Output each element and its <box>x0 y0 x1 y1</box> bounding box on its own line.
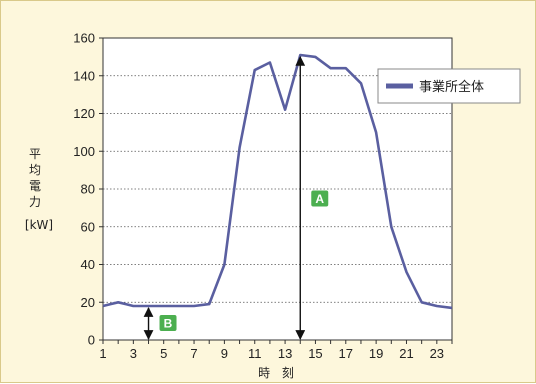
y-tick-label: 60 <box>81 219 95 234</box>
y-tick-label: 40 <box>81 257 95 272</box>
y-axis-label-char: 平 <box>29 147 41 161</box>
y-tick-label: 140 <box>73 68 95 83</box>
y-tick-label: 160 <box>73 31 95 46</box>
y-tick-label: 100 <box>73 144 95 159</box>
x-axis-label: 時 刻 <box>258 366 298 380</box>
annotation-badge-b <box>159 315 177 332</box>
x-tick-label: 1 <box>99 346 106 361</box>
annotation-label-a: A <box>315 192 324 206</box>
x-tick-label: 15 <box>308 346 322 361</box>
x-tick-label: 21 <box>399 346 413 361</box>
x-tick-label: 5 <box>160 346 167 361</box>
y-tick-label: 80 <box>81 182 95 197</box>
y-axis-label-char: 電 <box>29 179 41 193</box>
annotation-badge-a <box>311 190 329 207</box>
y-axis-unit: [kW] <box>25 218 53 232</box>
x-tick-label: 17 <box>339 346 353 361</box>
legend: 事業所全体 <box>377 68 521 104</box>
x-tick-label: 23 <box>430 346 444 361</box>
x-tick-label: 19 <box>369 346 383 361</box>
y-axis-label-char: 力 <box>29 195 41 209</box>
annotation-label-b: B <box>164 317 173 331</box>
x-tick-label: 13 <box>278 346 292 361</box>
x-tick-label: 7 <box>190 346 197 361</box>
x-tick-label: 11 <box>248 346 262 361</box>
y-tick-label: 0 <box>88 333 95 348</box>
x-tick-label: 3 <box>130 346 137 361</box>
legend-label: 事業所全体 <box>419 79 484 95</box>
y-tick-label: 20 <box>81 295 95 310</box>
y-axis-label-char: 均 <box>29 163 41 177</box>
series-line <box>102 53 453 310</box>
x-tick-label: 9 <box>221 346 228 361</box>
y-tick-label: 120 <box>73 106 95 121</box>
